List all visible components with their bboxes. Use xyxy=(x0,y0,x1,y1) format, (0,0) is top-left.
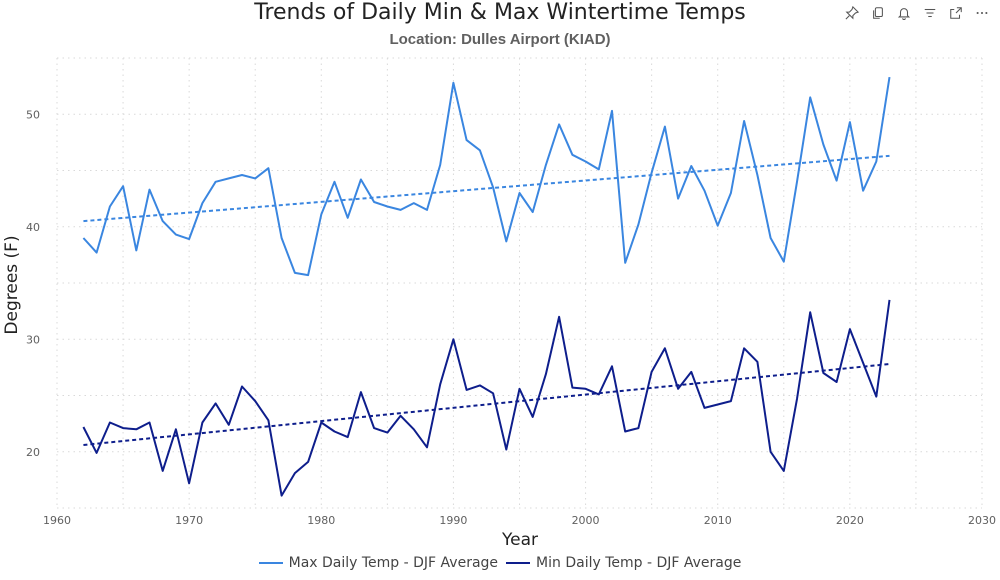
legend-label-min: Min Daily Temp - DJF Average xyxy=(536,555,742,571)
x-tick-label: 2020 xyxy=(836,514,864,527)
y-axis-label: Degrees (F) xyxy=(2,235,22,334)
y-tick-label: 20 xyxy=(26,446,40,459)
gridlines xyxy=(56,57,983,509)
legend-item-min[interactable]: Min Daily Temp - DJF Average xyxy=(506,555,741,571)
legend: Max Daily Temp - DJF Average Min Daily T… xyxy=(0,555,1000,571)
pin-icon[interactable] xyxy=(842,3,862,23)
legend-label-max: Max Daily Temp - DJF Average xyxy=(288,555,499,571)
series-line-max xyxy=(82,76,891,277)
x-tick-label: 1970 xyxy=(175,514,203,527)
copy-icon[interactable] xyxy=(868,3,888,23)
x-tick-label: 2000 xyxy=(572,514,600,527)
chart-title: Trends of Daily Min & Max Wintertime Tem… xyxy=(254,0,746,25)
legend-item-max[interactable]: Max Daily Temp - DJF Average xyxy=(258,555,499,571)
x-tick-label: 2030 xyxy=(968,514,996,527)
x-tick-label: 1960 xyxy=(43,514,71,527)
series-line-min xyxy=(82,299,891,497)
series-layer xyxy=(82,76,891,497)
chart-subtitle: Location: Dulles Airport (KIAD) xyxy=(389,31,611,48)
legend-swatch-max xyxy=(258,562,283,564)
trendline-max xyxy=(83,154,890,223)
x-tick-label: 2010 xyxy=(704,514,732,527)
x-axis-label: Year xyxy=(501,530,538,550)
visual-toolbar xyxy=(842,3,992,23)
x-tick-label: 1990 xyxy=(439,514,467,527)
x-tick-label: 1980 xyxy=(307,514,335,527)
bell-icon[interactable] xyxy=(894,3,914,23)
filter-icon[interactable] xyxy=(920,3,940,23)
y-tick-label: 50 xyxy=(26,108,40,121)
expand-icon[interactable] xyxy=(946,3,966,23)
trendline-min xyxy=(83,363,890,446)
more-icon[interactable] xyxy=(972,3,992,23)
y-tick-label: 40 xyxy=(26,221,40,234)
legend-swatch-min xyxy=(506,562,531,564)
y-tick-label: 30 xyxy=(26,333,40,346)
